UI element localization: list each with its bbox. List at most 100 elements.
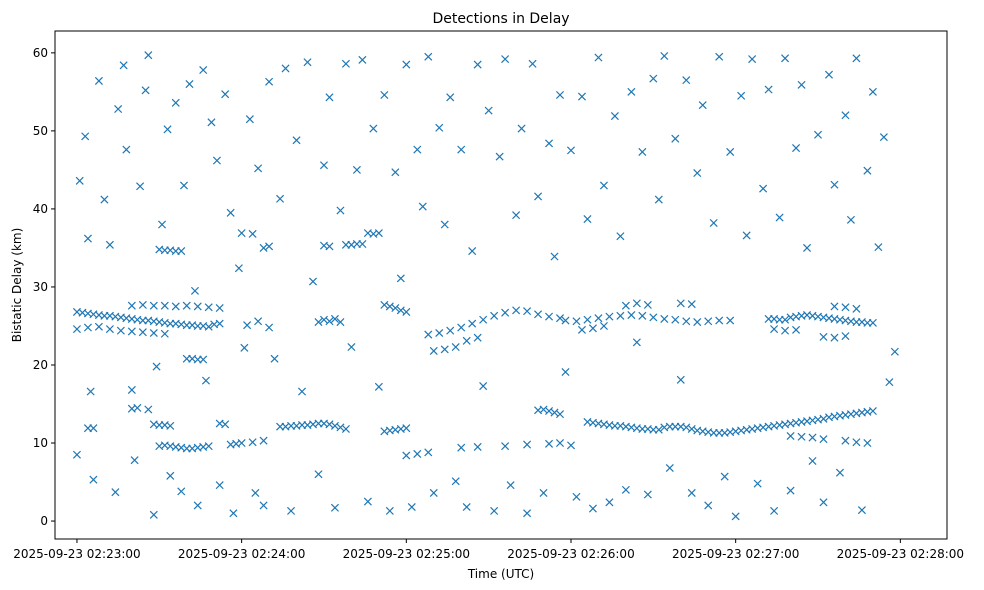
data-point <box>402 424 411 433</box>
data-point <box>555 438 565 448</box>
data-point <box>539 405 548 414</box>
data-point <box>484 106 493 115</box>
data-point <box>698 101 707 110</box>
data-point <box>616 232 625 241</box>
data-point <box>171 302 180 311</box>
data-point <box>402 451 411 460</box>
data-point <box>179 181 189 190</box>
data-point <box>215 481 224 490</box>
data-point <box>501 442 510 451</box>
data-point <box>325 420 334 429</box>
data-point <box>545 312 554 321</box>
data-point <box>259 243 268 252</box>
data-point <box>158 220 167 229</box>
data-point <box>671 315 680 324</box>
x-axis: 2025-09-23 02:23:00 2025-09-23 02:24:00 20… <box>13 539 964 561</box>
data-point <box>523 509 532 518</box>
data-point <box>418 202 427 211</box>
data-point <box>830 302 839 311</box>
data-point <box>446 326 455 335</box>
data-point <box>523 440 532 449</box>
x-tick-label: 2025-09-23 02:27:00 <box>672 547 799 561</box>
data-point <box>868 407 877 416</box>
data-point <box>72 450 81 459</box>
data-point <box>830 180 839 189</box>
data-point <box>127 327 136 336</box>
x-tick-label: 2025-09-23 02:26:00 <box>507 547 634 561</box>
data-point <box>234 264 243 273</box>
data-point <box>517 124 526 133</box>
data-point <box>457 323 466 332</box>
data-point <box>407 502 416 512</box>
data-point <box>314 318 323 327</box>
data-point <box>358 55 367 64</box>
data-point <box>424 448 433 457</box>
data-point <box>166 471 175 480</box>
data-point <box>863 166 872 175</box>
data-point <box>297 387 307 396</box>
data-point <box>105 325 114 334</box>
data-point <box>435 328 444 338</box>
data-point <box>127 301 136 310</box>
data-point <box>462 336 471 345</box>
data-point <box>797 80 806 89</box>
data-point <box>545 407 554 416</box>
data-point <box>890 347 899 356</box>
data-point <box>731 512 740 521</box>
data-point <box>610 112 619 121</box>
data-point <box>506 481 515 490</box>
data-point <box>797 432 806 441</box>
data-point <box>281 64 290 73</box>
data-point <box>429 488 438 497</box>
data-point <box>501 55 510 64</box>
data-point <box>177 487 186 496</box>
data-point <box>265 323 274 332</box>
data-point <box>468 319 477 328</box>
data-point <box>468 247 477 256</box>
data-point <box>462 502 471 512</box>
data-point <box>490 311 499 320</box>
data-point <box>704 317 713 326</box>
data-point <box>852 54 861 63</box>
data-point <box>204 303 213 312</box>
data-point <box>111 488 120 497</box>
data-point <box>841 111 850 120</box>
data-point <box>566 441 576 450</box>
data-point <box>166 421 175 430</box>
data-point <box>160 301 169 310</box>
data-point <box>720 472 729 481</box>
data-point <box>396 306 405 315</box>
data-point <box>819 414 828 423</box>
y-axis-label: Bistatic Delay (km) <box>10 228 24 343</box>
data-point <box>632 299 641 308</box>
data-point <box>709 218 718 227</box>
data-point <box>89 424 98 433</box>
data-point <box>185 80 194 89</box>
data-point <box>204 442 213 451</box>
data-point <box>303 58 312 67</box>
data-point <box>534 310 543 319</box>
data-point <box>270 354 279 363</box>
data-point <box>86 387 95 396</box>
data-point <box>649 313 658 322</box>
data-point <box>451 477 460 486</box>
scatter-points <box>72 51 899 521</box>
data-point <box>201 376 210 385</box>
data-point <box>212 156 221 165</box>
data-point <box>473 60 482 69</box>
plot-frame <box>54 30 948 540</box>
data-point <box>237 229 246 238</box>
data-point <box>133 403 142 412</box>
data-point <box>813 130 823 139</box>
data-point <box>555 410 565 419</box>
data-point <box>649 74 658 83</box>
data-point <box>715 316 724 325</box>
data-point <box>287 506 296 515</box>
data-point <box>446 93 455 102</box>
data-point <box>352 165 361 174</box>
chart-title: Detections in Delay <box>432 11 569 27</box>
data-point <box>588 504 597 513</box>
data-point <box>753 479 762 488</box>
data-point <box>226 208 235 217</box>
